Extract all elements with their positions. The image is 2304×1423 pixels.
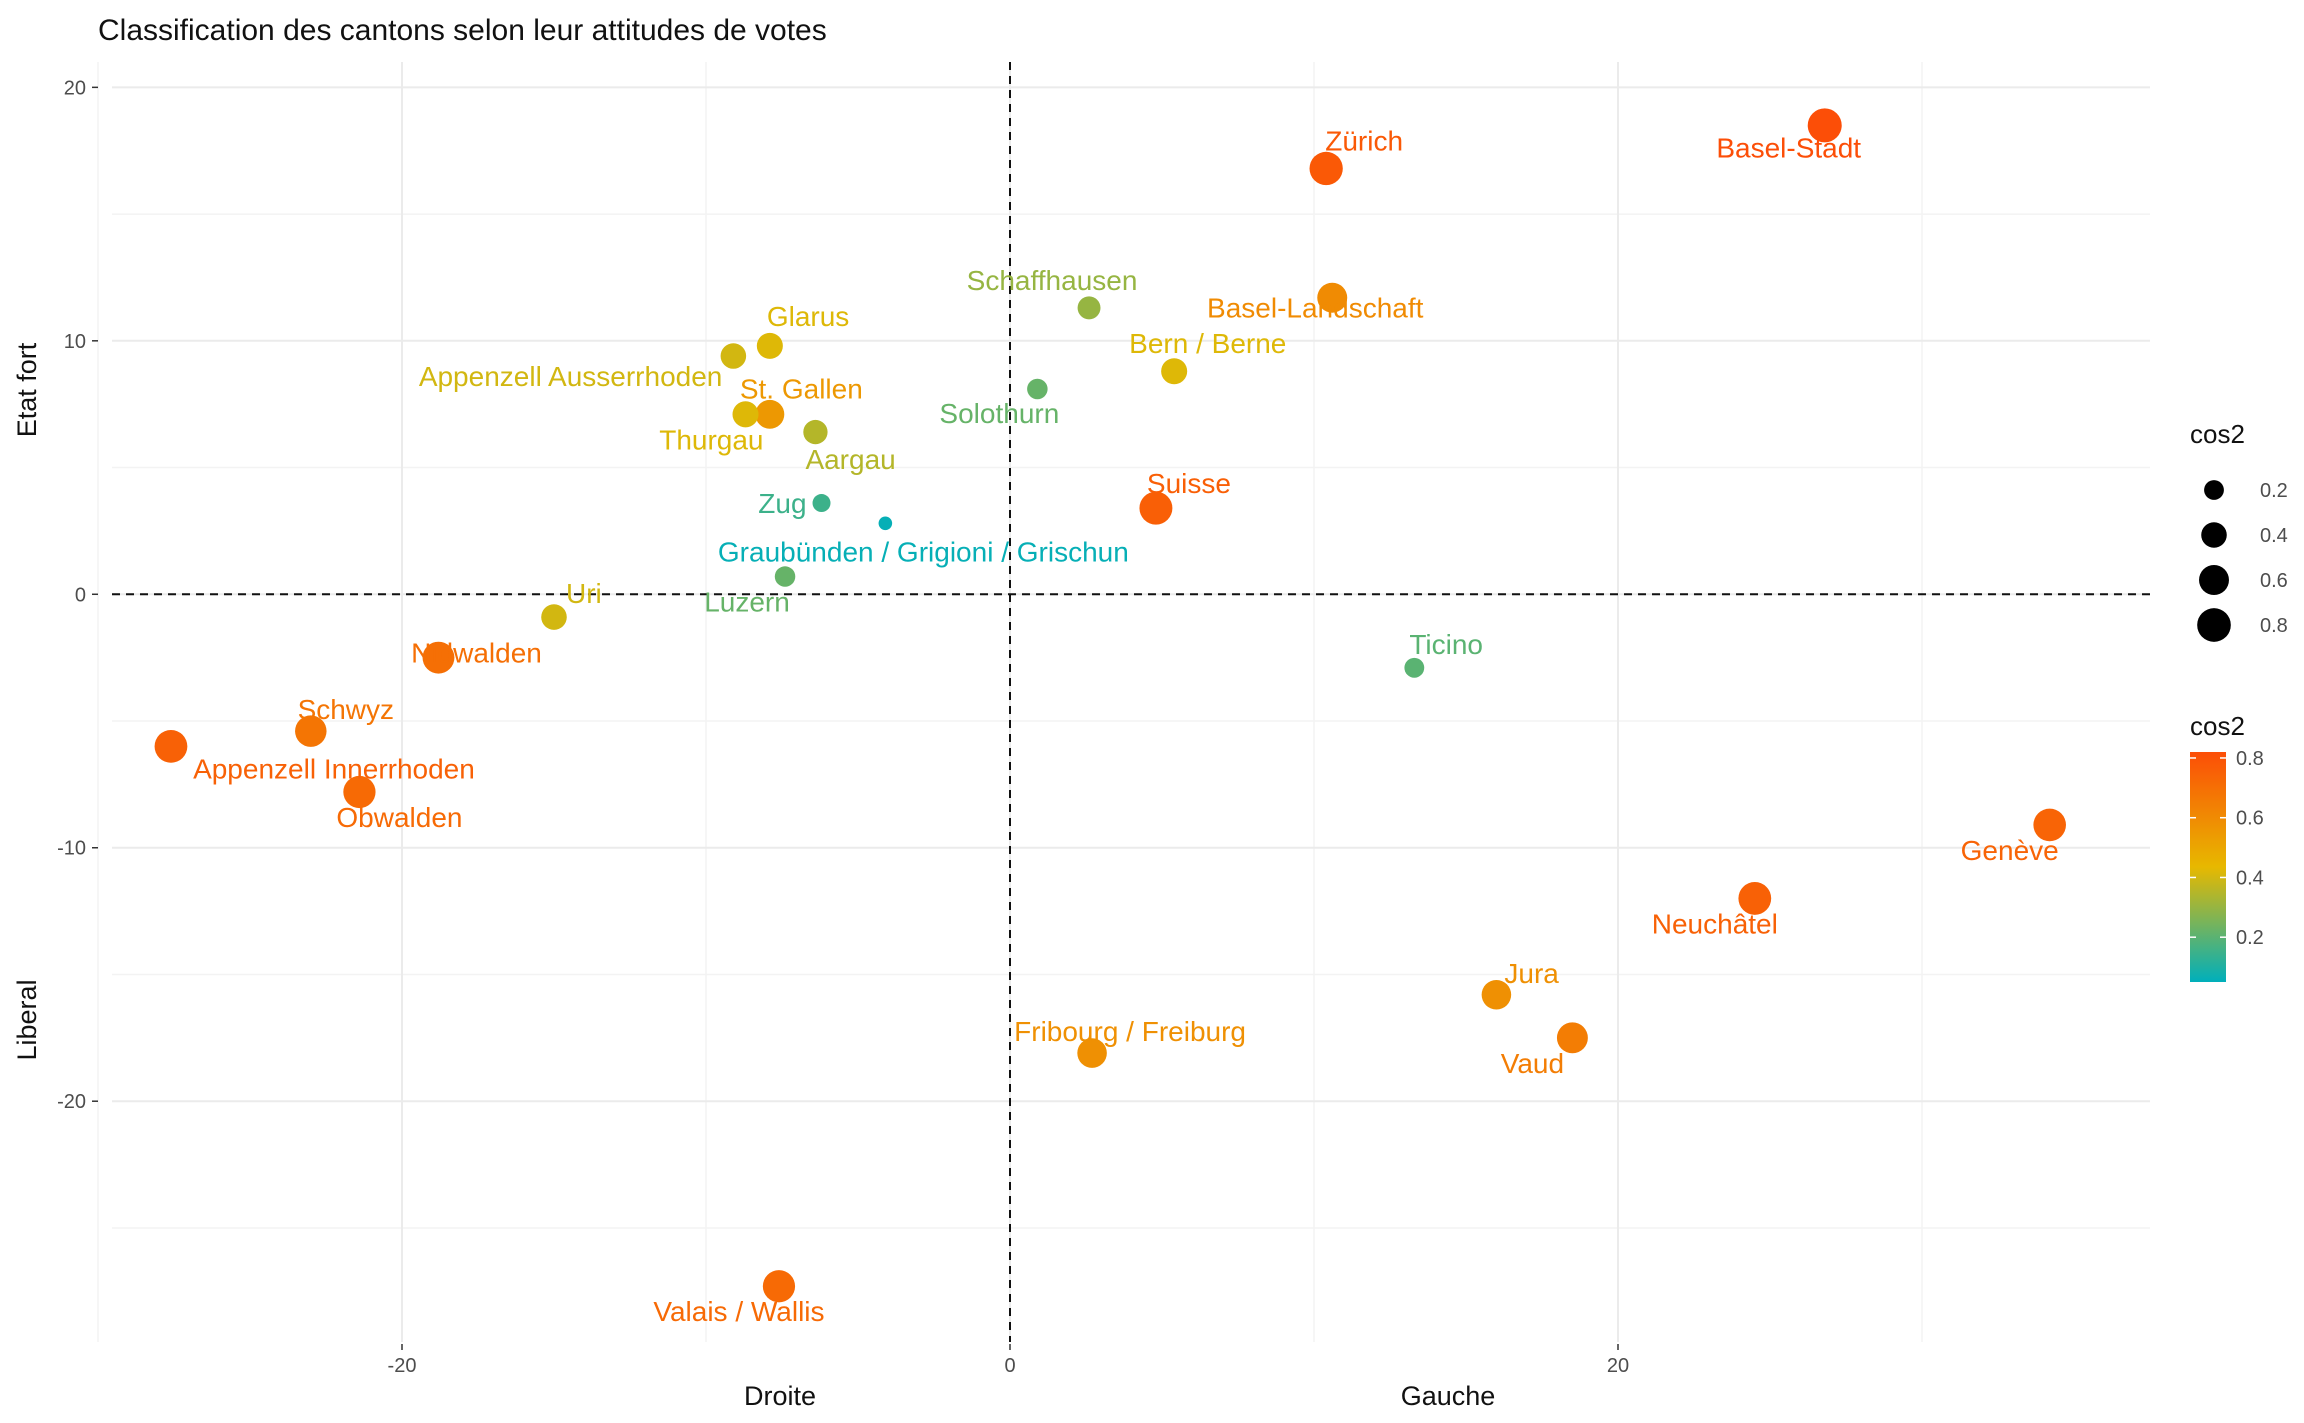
color-legend-label: 0.4 <box>2236 867 2264 889</box>
y-axis-label-bottom: Liberal <box>12 979 42 1060</box>
size-legend: 0.2 0.4 0.6 0.8 <box>2197 480 2288 642</box>
y-tick-label: -10 <box>57 838 86 860</box>
data-point <box>762 1270 796 1303</box>
point-label: Graubünden / Grigioni / Grischun <box>718 536 1129 567</box>
data-point <box>803 419 828 445</box>
point-label: Valais / Wallis <box>653 1296 824 1327</box>
data-point <box>1027 378 1048 400</box>
size-legend-label: 0.4 <box>2260 525 2288 547</box>
color-legend-label: 0.6 <box>2236 808 2264 830</box>
point-label: Schaffhausen <box>967 265 1138 296</box>
point-label: Appenzell Ausserrhoden <box>419 361 723 392</box>
size-legend-label: 0.6 <box>2260 570 2288 592</box>
size-legend-key <box>2199 565 2229 595</box>
x-axis-label-right: Gauche <box>1401 1381 1496 1411</box>
reference-lines <box>112 62 2150 1342</box>
color-legend-bar <box>2190 752 2226 982</box>
point-label: Fribourg / Freiburg <box>1014 1016 1246 1047</box>
data-point <box>1404 657 1425 678</box>
data-points <box>154 108 2066 1303</box>
data-point <box>774 566 796 587</box>
y-tick-label: -20 <box>57 1091 86 1113</box>
data-point <box>295 715 327 747</box>
data-point <box>541 604 567 630</box>
data-point <box>1317 282 1348 313</box>
point-label: Basel-Landschaft <box>1207 293 1424 324</box>
point-label: Basel-Stadt <box>1716 132 1861 163</box>
point-label: Genève <box>1961 835 2059 866</box>
point-label: Schwyz <box>298 694 394 725</box>
data-point <box>1738 882 1772 915</box>
data-point <box>755 399 785 429</box>
point-label: Glarus <box>767 301 849 332</box>
point-label: Ticino <box>1409 629 1483 660</box>
color-legend-ticks: 0.2 0.4 0.6 0.8 <box>2190 748 2264 949</box>
point-label: Aargau <box>805 444 895 475</box>
grid <box>97 62 2150 1342</box>
size-legend-title: cos2 <box>2190 419 2245 449</box>
size-legend-key <box>2197 608 2231 642</box>
data-point <box>1481 979 1512 1010</box>
y-tick-label: 20 <box>64 77 86 99</box>
point-label: Zürich <box>1325 125 1403 156</box>
point-label: Uri <box>566 578 602 609</box>
point-label: St. Gallen <box>740 373 863 404</box>
axis-ticks: -20 0 20 -20 -10 0 10 20 <box>57 77 1629 1377</box>
data-point <box>1309 151 1343 186</box>
point-label: Appenzell Innerrhoden <box>193 753 475 784</box>
y-tick-label: 10 <box>64 331 86 353</box>
size-legend-key <box>2204 480 2224 500</box>
data-point <box>2033 808 2066 842</box>
legend: cos2 0.2 0.4 0.6 0.8 cos2 0.2 0.4 0.6 0.8 <box>2190 419 2288 982</box>
data-point <box>1161 358 1188 385</box>
data-point <box>756 332 783 359</box>
data-point <box>1077 296 1101 320</box>
color-legend-label: 0.2 <box>2236 927 2264 949</box>
x-axis-label-left: Droite <box>744 1381 816 1411</box>
data-point <box>422 641 455 674</box>
data-point <box>343 775 376 809</box>
y-tick-label: 0 <box>75 584 86 606</box>
point-label: Thurgau <box>659 424 763 455</box>
color-legend-label: 0.8 <box>2236 748 2264 770</box>
point-label: Jura <box>1504 958 1559 989</box>
data-point <box>732 401 759 428</box>
point-label: Bern / Berne <box>1129 328 1286 359</box>
point-label: Luzern <box>704 587 790 618</box>
data-point <box>1139 491 1173 525</box>
point-label: Obwalden <box>336 802 462 833</box>
point-label: Vaud <box>1501 1048 1564 1079</box>
data-point <box>1556 1022 1588 1054</box>
size-legend-key <box>2201 522 2227 548</box>
point-label: Nidwalden <box>411 638 542 669</box>
x-tick-label: 0 <box>1004 1355 1015 1377</box>
data-point <box>1807 108 1842 143</box>
data-point <box>720 343 747 369</box>
chart-title: Classification des cantons selon leur at… <box>98 14 827 47</box>
y-axis-label-top: Etat fort <box>12 342 42 437</box>
size-legend-label: 0.8 <box>2260 615 2288 637</box>
color-legend-title: cos2 <box>2190 711 2245 741</box>
x-tick-label: -20 <box>388 1355 417 1377</box>
point-labels: Zürich Basel-Stadt Schaffhausen Basel-Lands… <box>193 125 2059 1327</box>
data-point <box>812 494 831 513</box>
point-label: Solothurn <box>939 398 1059 429</box>
data-point <box>878 516 893 531</box>
point-label: Zug <box>758 488 806 519</box>
data-point <box>154 729 188 763</box>
x-tick-label: 20 <box>1607 1355 1629 1377</box>
data-point <box>1077 1038 1107 1068</box>
size-legend-label: 0.2 <box>2260 480 2288 502</box>
point-label: Suisse <box>1147 468 1231 499</box>
point-label: Neuchâtel <box>1652 908 1778 939</box>
